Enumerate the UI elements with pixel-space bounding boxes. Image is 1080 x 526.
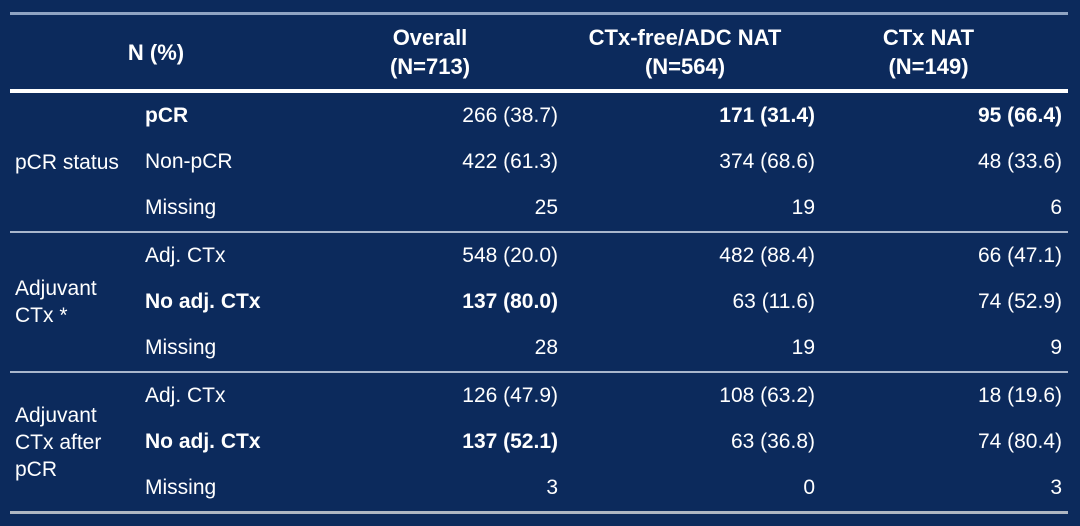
group-label-pcr-status: pCR status <box>15 150 119 174</box>
header-col-overall: Overall (N=713) <box>330 23 570 81</box>
cell-overall: 28 <box>534 336 558 359</box>
cell-ctx-nat: 95 (66.4) <box>977 104 1062 127</box>
cell-ctx-free: 0 <box>803 476 815 499</box>
cell-overall: 25 <box>534 196 558 219</box>
row-label-missing: Missing <box>145 336 217 359</box>
cell-overall: 266 (38.7) <box>462 104 558 127</box>
cell-overall: 422 (61.3) <box>462 150 558 173</box>
table-bottom-rule <box>10 511 1068 514</box>
group-separator-rule <box>10 371 1068 373</box>
row-label-no-adj-ctx: No adj. CTx <box>145 290 261 313</box>
group-pcr-status: pCR status pCR 266 (38.7) 171 (31.4) 95 … <box>10 93 1068 231</box>
cell-ctx-nat: 3 <box>1050 476 1062 499</box>
results-table: N (%) Overall (N=713) CTx-free/ADC NAT (… <box>10 12 1068 514</box>
group-separator-rule <box>10 231 1068 233</box>
table-header-row: N (%) Overall (N=713) CTx-free/ADC NAT (… <box>10 15 1068 89</box>
cell-overall: 137 (80.0) <box>462 290 558 313</box>
cell-overall: 548 (20.0) <box>462 244 558 267</box>
header-overall-line2: (N=713) <box>389 54 471 79</box>
table-row: Missing 28 19 9 <box>145 325 1068 371</box>
table-row: Adj. CTx 126 (47.9) 108 (63.2) 18 (19.6) <box>145 373 1068 419</box>
cell-ctx-free: 374 (68.6) <box>719 150 815 173</box>
cell-ctx-free: 482 (88.4) <box>719 244 815 267</box>
row-label-missing: Missing <box>145 196 217 219</box>
group-label-adjuvant-ctx-after-pcr: Adjuvant CTx after pCR <box>15 403 102 481</box>
header-ctx-free-line2: (N=564) <box>644 54 726 79</box>
header-n-percent-label: N (%) <box>127 39 185 65</box>
table-row: Adj. CTx 548 (20.0) 482 (88.4) 66 (47.1) <box>145 233 1068 279</box>
row-label-pcr: pCR <box>145 104 189 127</box>
cell-ctx-free: 63 (36.8) <box>730 430 815 453</box>
header-col-ctx-free-adc-nat: CTx-free/ADC NAT (N=564) <box>570 23 825 81</box>
cell-overall: 126 (47.9) <box>462 384 558 407</box>
table-header-rule <box>10 89 1068 93</box>
table-top-rule <box>10 12 1068 15</box>
cell-ctx-free: 19 <box>791 336 815 359</box>
cell-ctx-nat: 74 (52.9) <box>977 290 1062 313</box>
cell-ctx-nat: 74 (80.4) <box>977 430 1062 453</box>
row-label-adj-ctx: Adj. CTx <box>145 244 226 267</box>
header-overall-line1: Overall <box>392 25 468 50</box>
header-ctx-free-line1: CTx-free/ADC NAT <box>588 25 782 50</box>
table-row: No adj. CTx 137 (80.0) 63 (11.6) 74 (52.… <box>145 279 1068 325</box>
cell-ctx-nat: 18 (19.6) <box>977 384 1062 407</box>
header-col-ctx-nat: CTx NAT (N=149) <box>825 23 1068 81</box>
table-row: Missing 25 19 6 <box>145 185 1068 231</box>
cell-ctx-nat: 48 (33.6) <box>977 150 1062 173</box>
group-adjuvant-ctx: Adjuvant CTx * Adj. CTx 548 (20.0) 482 (… <box>10 233 1068 371</box>
row-label-adj-ctx: Adj. CTx <box>145 384 226 407</box>
row-label-non-pcr: Non-pCR <box>145 150 233 173</box>
table-row: No adj. CTx 137 (52.1) 63 (36.8) 74 (80.… <box>145 419 1068 465</box>
cell-ctx-nat: 6 <box>1050 196 1062 219</box>
header-ctx-nat-line2: (N=149) <box>888 54 969 79</box>
cell-ctx-free: 108 (63.2) <box>719 384 815 407</box>
table-row: Missing 3 0 3 <box>145 465 1068 511</box>
row-label-no-adj-ctx: No adj. CTx <box>145 430 261 453</box>
cell-ctx-free: 19 <box>791 196 815 219</box>
cell-ctx-free: 171 (31.4) <box>719 104 815 127</box>
table-row: Non-pCR 422 (61.3) 374 (68.6) 48 (33.6) <box>145 139 1068 185</box>
header-ctx-nat-line1: CTx NAT <box>882 25 975 50</box>
group-adjuvant-ctx-after-pcr: Adjuvant CTx after pCR Adj. CTx 126 (47.… <box>10 373 1068 511</box>
header-n-percent: N (%) <box>10 38 330 67</box>
cell-ctx-nat: 9 <box>1050 336 1062 359</box>
cell-overall: 3 <box>546 476 558 499</box>
cell-overall: 137 (52.1) <box>462 430 558 453</box>
cell-ctx-nat: 66 (47.1) <box>977 244 1062 267</box>
group-label-adjuvant-ctx: Adjuvant CTx * <box>15 277 97 327</box>
table-row: pCR 266 (38.7) 171 (31.4) 95 (66.4) <box>145 93 1068 139</box>
cell-ctx-free: 63 (11.6) <box>732 290 816 313</box>
row-label-missing: Missing <box>145 476 217 499</box>
